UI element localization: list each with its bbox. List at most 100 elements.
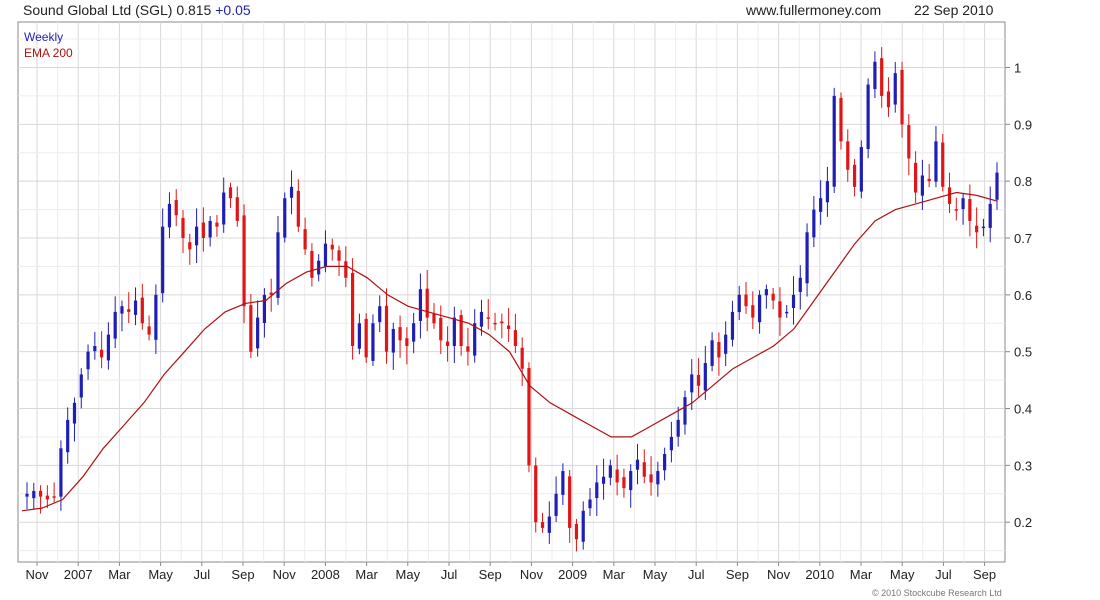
x-tick-label: Nov [25, 567, 49, 582]
candle-up [93, 346, 97, 352]
candle-down [38, 490, 43, 497]
candle-up [581, 510, 585, 542]
candle-down [968, 199, 972, 221]
candle-down [296, 190, 300, 227]
candle-down [181, 217, 185, 238]
candle-down [100, 349, 104, 358]
candle-up [25, 493, 29, 497]
candle-up [819, 198, 823, 212]
x-tick-label: Nov [520, 567, 544, 582]
candle-up [208, 220, 212, 238]
candle-down [907, 125, 911, 159]
candle-down [405, 338, 409, 346]
candle-up [378, 306, 382, 323]
candle-up [317, 260, 321, 275]
candle-up [757, 294, 762, 323]
candle-down [45, 495, 49, 500]
candle-up [785, 311, 789, 314]
candle-down [350, 272, 355, 346]
candle-down [235, 197, 239, 221]
candle-down [310, 251, 314, 278]
candle-up [595, 482, 599, 499]
candle-up [547, 516, 551, 533]
candle-up [832, 95, 836, 187]
candle-down [696, 374, 701, 386]
candle-up [730, 311, 735, 340]
candle-down [622, 477, 626, 489]
candle-up [79, 374, 83, 398]
candle-up [418, 289, 423, 321]
candle-up [588, 499, 592, 509]
candle-down [493, 322, 497, 325]
candle-down [228, 187, 233, 199]
candle-down [242, 215, 246, 307]
candle-down [886, 91, 891, 108]
candle-up [798, 277, 802, 292]
candle-up [635, 459, 640, 470]
candle-down [445, 341, 450, 346]
candle-down [459, 315, 463, 346]
candle-up [601, 476, 606, 484]
candle-up [256, 317, 260, 349]
candle-up [561, 471, 565, 495]
y-tick-label: 0.9 [1014, 117, 1032, 132]
chart-title: Sound Global Ltd (SGL) 0.815 +0.05 [23, 2, 251, 18]
candle-up [66, 419, 70, 453]
y-tick-label: 1 [1014, 60, 1021, 75]
candle-up [690, 374, 694, 393]
candle-down [52, 496, 56, 498]
candle-down [174, 200, 178, 216]
plot-area [17, 21, 1006, 563]
candle-down [507, 325, 511, 329]
x-tick-label: May [148, 567, 173, 582]
candle-up [32, 490, 36, 499]
candle-up [812, 209, 816, 238]
candle-down [364, 318, 368, 358]
candle-up [262, 294, 267, 323]
candle-up [167, 203, 172, 228]
legend-weekly: Weekly [24, 30, 64, 44]
candle-down [384, 305, 389, 352]
candle-up [656, 471, 660, 485]
candle-down [425, 288, 429, 318]
candle-up [683, 397, 687, 425]
candle-down [975, 225, 979, 233]
x-tick-label: Mar [603, 567, 626, 582]
candle-up [154, 294, 158, 340]
candle-up [669, 436, 674, 451]
candle-down [527, 367, 531, 466]
candle-up [920, 175, 924, 196]
y-tick-label: 0.3 [1014, 458, 1032, 473]
x-tick-label: 2007 [64, 567, 93, 582]
x-tick-label: Sep [479, 567, 502, 582]
candle-down [520, 347, 524, 369]
source-site: www.fullermoney.com [746, 2, 882, 18]
candle-up [608, 465, 612, 478]
candle-down [303, 229, 307, 250]
x-tick-label: Jul [688, 567, 705, 582]
y-tick-label: 0.4 [1014, 402, 1032, 417]
candle-down [880, 58, 884, 96]
candle-up [710, 340, 714, 366]
legend-ema: EMA 200 [24, 46, 73, 60]
candle-down [127, 309, 131, 312]
last-price: 0.815 [176, 2, 212, 18]
chart-date: 22 Sep 2010 [914, 2, 994, 18]
candle-up [629, 471, 633, 491]
x-tick-label: Sep [726, 567, 749, 582]
x-tick-label: May [396, 567, 421, 582]
candle-down [534, 465, 538, 523]
x-tick-label: 2009 [558, 567, 587, 582]
candle-up [724, 334, 728, 354]
candle-down [500, 321, 504, 324]
candle-down [852, 164, 857, 187]
x-tick-label: May [890, 567, 915, 582]
candle-up [133, 300, 138, 315]
candle-down [330, 244, 334, 250]
candle-up [859, 147, 863, 192]
candle-up [737, 294, 741, 313]
x-tick-label: Nov [273, 567, 297, 582]
x-tick-label: Mar [108, 567, 131, 582]
candle-up [106, 334, 110, 361]
